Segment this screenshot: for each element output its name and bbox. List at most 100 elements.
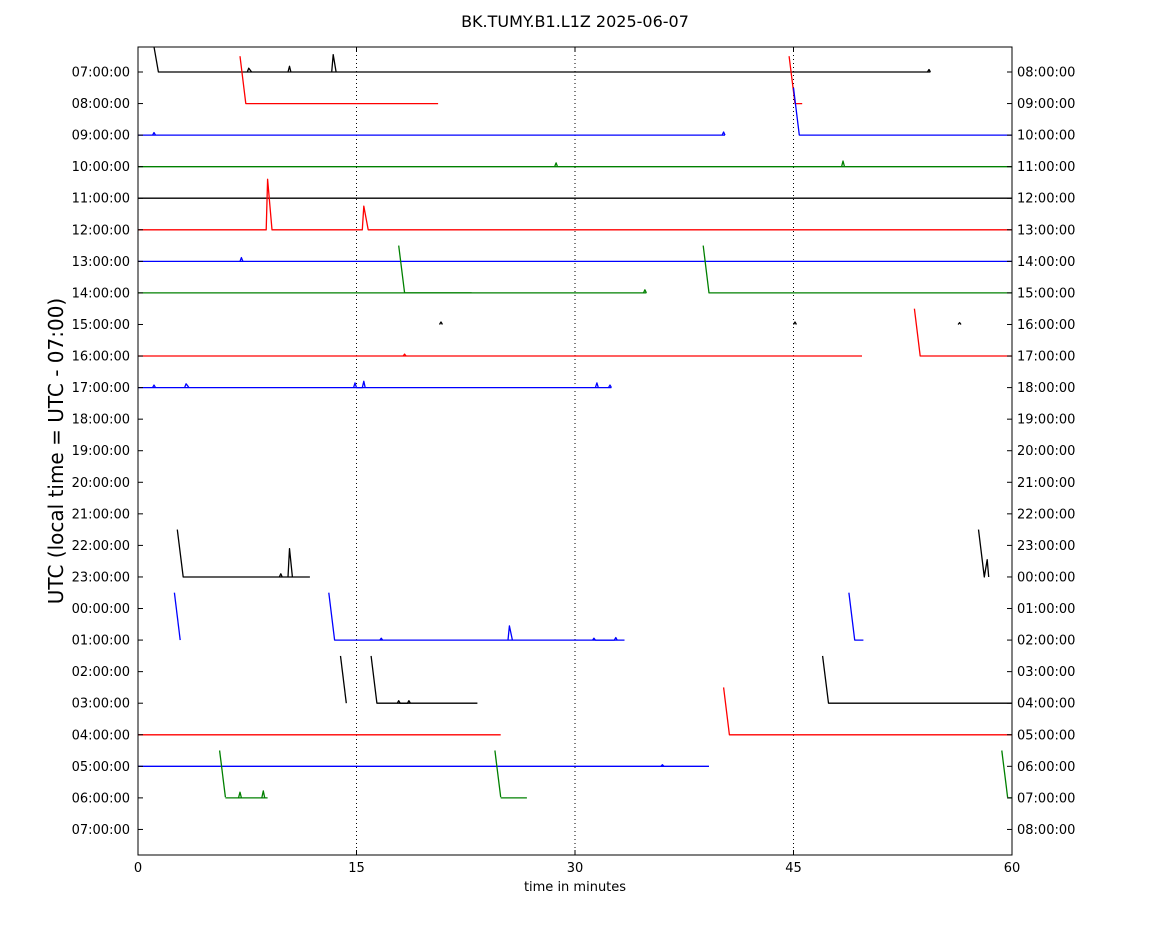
y-tick-label-right: 17:00:00 (1017, 350, 1075, 365)
y-tick-label-right: 14:00:00 (1017, 255, 1075, 270)
trace-line-row-18 (379, 637, 384, 641)
trace-line-row-1 (239, 56, 439, 105)
trace-line-row-20 (339, 655, 347, 704)
trace-line-row-3 (553, 162, 559, 167)
y-tick-label-right: 15:00:00 (1017, 286, 1075, 301)
trace-line-row-20 (370, 655, 478, 704)
y-tick-label-left: 07:00:00 (72, 66, 130, 81)
trace-line-row-8 (792, 321, 797, 325)
trace-line-row-21 (722, 687, 1012, 736)
trace-line-row-23 (237, 791, 243, 799)
trace-line-row-18 (507, 625, 514, 641)
trace-line-row-22 (218, 750, 227, 798)
y-tick-label-right: 13:00:00 (1017, 223, 1075, 238)
trace-line-row-20 (821, 655, 1012, 704)
x-tick-label: 45 (785, 861, 802, 876)
trace-line-row-22 (494, 750, 502, 798)
y-tick-label-left: 02:00:00 (72, 665, 130, 680)
trace-line-row-16 (977, 529, 990, 578)
trace-line-row-10 (352, 380, 366, 389)
trace-line-row-7 (398, 245, 472, 294)
trace-line-row-10 (152, 384, 157, 388)
trace-line-row-16 (278, 573, 283, 578)
x-tick-label: 60 (1004, 861, 1021, 876)
trace-line-row-9 (402, 353, 407, 357)
trace-line-row-10 (183, 383, 190, 388)
trace-line-row-18 (173, 592, 181, 641)
grid-layer (356, 47, 794, 855)
y-tick-label-left: 00:00:00 (72, 602, 130, 617)
y-tick-label-right: 02:00:00 (1017, 634, 1075, 649)
x-axis-label: time in minutes (524, 880, 626, 895)
trace-line-row-18 (591, 636, 618, 641)
chart-title: BK.TUMY.B1.L1Z 2025-06-07 (461, 12, 689, 31)
trace-line-row-2 (792, 87, 1012, 136)
trace-line-row-6 (239, 256, 244, 262)
trace-layer (138, 46, 1012, 799)
trace-line-row-1 (788, 56, 803, 105)
y-tick-label-right: 11:00:00 (1017, 160, 1075, 175)
y-tick-label-left: 16:00:00 (72, 350, 130, 365)
x-tick-label: 0 (134, 861, 142, 876)
y-tick-label-right: 07:00:00 (1017, 791, 1075, 806)
y-tick-label-left: 20:00:00 (72, 476, 130, 491)
trace-line-row-8 (438, 321, 443, 325)
trace-line-row-22 (1001, 750, 1009, 798)
y-tick-label-right: 23:00:00 (1017, 539, 1075, 554)
trace-line-row-18 (328, 592, 625, 641)
y-tick-label-left: 10:00:00 (72, 160, 130, 175)
y-axis-left: 07:00:00 08:00:00 09:00:00 10:00:00 11:00:00… (72, 66, 143, 838)
y-tick-label-right: 19:00:00 (1017, 413, 1075, 428)
y-axis-right: 08:00:00 09:00:00 10:00:00 11:00:00 12:00:00… (1007, 66, 1075, 838)
trace-line-row-0 (153, 46, 931, 73)
trace-line-row-7 (702, 245, 1012, 294)
y-tick-label-left: 03:00:00 (72, 697, 130, 712)
y-tick-label-left: 11:00:00 (72, 192, 130, 207)
trace-line-row-20 (396, 700, 411, 704)
y-tick-label-left: 19:00:00 (72, 444, 130, 459)
trace-line-row-7 (642, 289, 647, 294)
y-tick-label-right: 05:00:00 (1017, 728, 1075, 743)
trace-line-row-3 (840, 160, 846, 167)
y-tick-label-right: 10:00:00 (1017, 129, 1075, 144)
trace-line-row-8 (957, 321, 962, 325)
trace-line-row-0 (926, 68, 931, 73)
trace-line-row-22 (660, 764, 665, 767)
y-tick-label-right: 06:00:00 (1017, 760, 1075, 775)
trace-line-row-2 (152, 131, 157, 136)
y-tick-label-left: 07:00:00 (72, 823, 130, 838)
y-tick-label-left: 14:00:00 (72, 286, 130, 301)
y-tick-label-right: 12:00:00 (1017, 192, 1075, 207)
trace-line-row-18 (848, 592, 864, 641)
y-tick-label-right: 08:00:00 (1017, 823, 1075, 838)
trace-line-row-16 (287, 547, 294, 578)
trace-line-row-23 (261, 790, 266, 799)
y-tick-label-left: 12:00:00 (72, 223, 130, 238)
y-tick-label-right: 18:00:00 (1017, 381, 1075, 396)
y-tick-label-right: 00:00:00 (1017, 570, 1075, 585)
y-tick-label-right: 04:00:00 (1017, 697, 1075, 712)
y-tick-label-left: 18:00:00 (72, 413, 130, 428)
trace-line-row-2 (721, 131, 726, 136)
y-tick-label-right: 21:00:00 (1017, 476, 1075, 491)
y-tick-label-left: 17:00:00 (72, 381, 130, 396)
trace-line-row-16 (176, 529, 310, 578)
x-tick-label: 30 (567, 861, 584, 876)
x-tick-label: 15 (348, 861, 365, 876)
trace-line-row-0 (331, 53, 337, 73)
y-tick-label-right: 08:00:00 (1017, 66, 1075, 81)
trace-line-row-10 (607, 384, 612, 388)
trace-line-row-10 (594, 382, 599, 388)
y-tick-label-right: 01:00:00 (1017, 602, 1075, 617)
y-tick-label-right: 16:00:00 (1017, 318, 1075, 333)
y-tick-label-left: 21:00:00 (72, 507, 130, 522)
y-tick-label-right: 09:00:00 (1017, 97, 1075, 112)
y-tick-label-right: 22:00:00 (1017, 507, 1075, 522)
y-tick-label-left: 13:00:00 (72, 255, 130, 270)
y-tick-label-left: 09:00:00 (72, 129, 130, 144)
x-axis: 0 15 30 45 60 (134, 47, 1020, 876)
y-tick-label-left: 06:00:00 (72, 791, 130, 806)
y-tick-label-left: 22:00:00 (72, 539, 130, 554)
y-tick-label-right: 20:00:00 (1017, 444, 1075, 459)
